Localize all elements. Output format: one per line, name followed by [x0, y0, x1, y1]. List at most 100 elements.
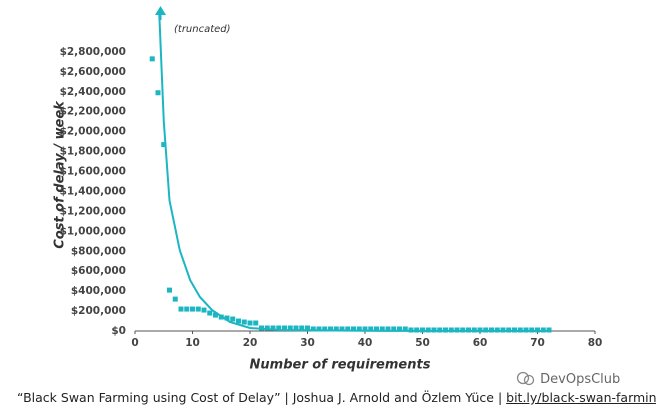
data-point	[213, 312, 218, 318]
data-point	[379, 326, 385, 332]
watermark-text: DevOpsClub	[540, 372, 621, 387]
data-point	[241, 319, 247, 325]
data-point	[282, 325, 287, 331]
y-axis-title: Cost of delay / week	[53, 100, 68, 249]
data-point	[328, 326, 333, 332]
chart: (truncated) Number of requirements Cost …	[53, 6, 603, 373]
data-point	[443, 327, 448, 333]
y-tick-label: $400,000	[71, 285, 126, 297]
source-link[interactable]: bit.ly/black-swan-farming	[506, 390, 656, 405]
data-point	[293, 325, 299, 331]
x-tick-label: 30	[300, 337, 315, 349]
data-point	[161, 142, 167, 148]
data-point	[483, 327, 489, 333]
data-point	[333, 326, 339, 332]
y-tick-label: $1,000,000	[60, 225, 126, 237]
data-point	[529, 327, 535, 333]
data-point	[201, 307, 207, 313]
trend-line	[158, 11, 550, 332]
annotation: (truncated)	[174, 24, 231, 35]
data-point	[368, 326, 374, 332]
data-point	[466, 327, 471, 333]
data-point	[431, 327, 437, 333]
data-point	[414, 327, 420, 333]
data-point	[339, 326, 345, 332]
data-point	[494, 327, 500, 333]
data-point	[270, 325, 276, 331]
data-point	[218, 314, 224, 320]
x-tick-label: 40	[358, 337, 373, 349]
data-point	[230, 316, 236, 322]
x-tick-label: 70	[530, 337, 545, 349]
watermark-icon	[516, 371, 535, 386]
data-point	[460, 327, 466, 333]
data-point	[305, 325, 310, 331]
data-point	[517, 327, 523, 333]
data-point	[276, 325, 282, 331]
data-point	[523, 327, 529, 333]
data-point	[345, 326, 351, 332]
data-point	[454, 327, 460, 333]
y-tick-label: $200,000	[71, 305, 126, 317]
data-point	[167, 287, 172, 293]
data-point	[391, 326, 397, 332]
data-point	[195, 306, 201, 312]
data-point	[546, 327, 552, 333]
data-point	[236, 318, 241, 324]
y-tick-label: $2,400,000	[60, 86, 126, 98]
data-point	[322, 326, 328, 332]
y-tick-label: $2,600,000	[60, 66, 126, 78]
data-point	[351, 326, 356, 332]
footer: “Black Swan Farming using Cost of Delay”…	[17, 390, 656, 405]
data-point	[477, 327, 483, 333]
x-tick-label: 0	[131, 337, 138, 349]
data-point	[207, 310, 213, 316]
data-point	[374, 326, 379, 332]
data-point	[512, 327, 517, 333]
data-point	[362, 326, 368, 332]
y-tick-label: $2,000,000	[60, 126, 126, 138]
data-point	[178, 306, 184, 312]
y-tick-label: $1,800,000	[60, 146, 126, 158]
data-point	[437, 327, 443, 333]
x-tick-label: 10	[185, 337, 200, 349]
data-point	[420, 327, 425, 333]
y-tick-label: $800,000	[71, 245, 126, 257]
y-tick-label: $1,200,000	[60, 205, 126, 217]
data-point	[259, 325, 264, 331]
data-point	[500, 327, 506, 333]
y-tick-label: $0	[111, 325, 126, 337]
data-point	[184, 306, 190, 312]
data-point	[253, 320, 259, 326]
data-point	[408, 327, 414, 333]
watermark: DevOpsClub	[516, 370, 620, 387]
data-point	[310, 326, 316, 332]
x-tick-label: 50	[415, 337, 430, 349]
data-point	[172, 296, 178, 302]
data-point	[149, 56, 155, 62]
data-point	[535, 327, 540, 333]
data-point	[224, 315, 230, 321]
data-point	[471, 327, 477, 333]
data-point	[247, 320, 253, 326]
y-tick-label: $2,200,000	[60, 106, 126, 118]
x-axis-title: Number of requirements	[250, 358, 431, 373]
data-point	[425, 327, 431, 333]
y-tick-label: $1,400,000	[60, 185, 126, 197]
x-tick-label: 80	[588, 337, 603, 349]
data-point	[397, 326, 402, 332]
data-point	[356, 326, 362, 332]
data-point	[489, 327, 494, 333]
x-tick-label: 60	[473, 337, 488, 349]
y-tick-label: $600,000	[71, 265, 126, 277]
data-point	[402, 326, 408, 332]
data-point	[155, 90, 161, 96]
data-point	[264, 325, 270, 331]
data-point	[316, 326, 322, 332]
data-point	[506, 327, 512, 333]
arrow-head	[155, 6, 166, 15]
y-tick-label: $2,800,000	[60, 46, 126, 58]
citation: “Black Swan Farming using Cost of Delay”…	[17, 390, 503, 405]
data-point	[190, 306, 195, 312]
